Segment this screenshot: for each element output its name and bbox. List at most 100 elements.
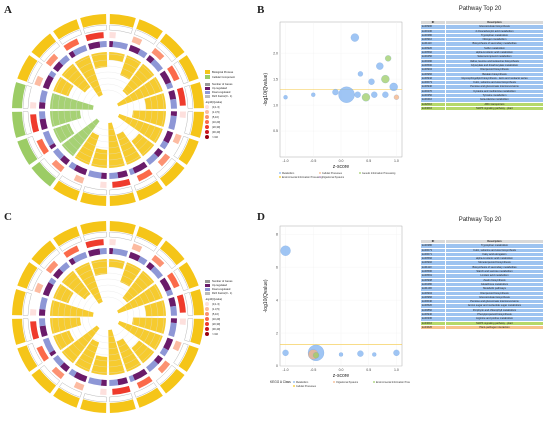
- rich-factor-bar: [117, 283, 163, 314]
- tick-ring-segment: [83, 231, 107, 241]
- category-ring-segment: [31, 33, 57, 59]
- legend-item: (20,30]: [205, 322, 250, 326]
- legend-label: >=40: [212, 135, 218, 139]
- data-point: [338, 352, 344, 357]
- grid-ring: [87, 89, 129, 131]
- category-ring-segment: [136, 226, 163, 247]
- legend-item: (1.3,5]: [205, 307, 250, 311]
- legend-label: Number of Genes: [212, 280, 233, 283]
- up-regulated-bar: [60, 362, 70, 372]
- table-cell-description: Tyrosine metabolism: [445, 93, 544, 99]
- category-ring-segment: [12, 289, 26, 316]
- rich-factor-bar: [53, 123, 75, 144]
- down-regulated-bar: [99, 41, 107, 48]
- tick-ring-segment: [59, 29, 82, 45]
- qvalue-legend-c: (0,1.3] (1.3,5] (5,10] (10,20] (20,30] (30,40…: [205, 302, 250, 336]
- tick-ring-segment: [40, 365, 60, 385]
- up-regulated-bar: [163, 130, 174, 144]
- table-cell-description: Biosynthesis of secondary metabolites: [445, 264, 544, 271]
- legend-label: Organismal Systems: [336, 381, 359, 384]
- category-ring-segment: [190, 289, 204, 316]
- down-regulated-bar: [87, 377, 102, 386]
- category-ring-segment: [178, 345, 199, 372]
- grid-ring: [51, 53, 165, 167]
- x-tick-label: -0.5: [310, 159, 316, 163]
- tick-ring-segment: [184, 318, 194, 342]
- up-regulated-bar: [39, 325, 48, 338]
- x-tick-label: 0.0: [339, 368, 344, 372]
- table-cell-description: Diterpenoid biosynthesis: [445, 67, 544, 73]
- rich-factor-bar: [117, 113, 163, 144]
- rich-factor-bar: [116, 131, 142, 165]
- category-ring-segment: [17, 345, 38, 372]
- legend-item: (10,20]: [205, 317, 250, 321]
- legend-label: Cellular Processes: [296, 385, 317, 388]
- rich-factor-bar: [53, 283, 74, 304]
- down-regulated-bar: [128, 168, 135, 176]
- tick-ring-segment: [173, 136, 189, 159]
- data-point: [338, 86, 355, 103]
- legend-item: (0,1.3]: [205, 302, 250, 306]
- category-ring-segment: [109, 399, 136, 413]
- tick-ring-segment: [83, 186, 107, 196]
- up-regulated-bar: [132, 161, 148, 174]
- up-regulated-bar: [109, 41, 114, 48]
- tick-ring-segment: [173, 268, 189, 291]
- legend-marker: [373, 381, 375, 383]
- tick-ring-segment: [22, 111, 32, 135]
- data-point: [350, 33, 359, 42]
- legend-item: Down-regulated: [205, 91, 250, 94]
- table-cell-id: ko04016: [420, 105, 446, 112]
- gene-count-bar: [172, 133, 182, 145]
- pathway-table-b: ID Description ko00900 Glucosinolate biosy…: [420, 19, 544, 112]
- up-regulated-bar: [117, 377, 129, 386]
- data-point: [393, 349, 400, 356]
- up-regulated-bar: [146, 55, 155, 64]
- legend-label: Biological Process: [212, 70, 234, 74]
- table-cell-description: Glucosinolate biosynthesis: [445, 294, 544, 301]
- gene-count-bar: [157, 360, 171, 374]
- scatter-plot-d: -1.0 -0.5 0.0 0.5 1.0 0 2 4 6 8 z-score -log10(Qval…: [263, 225, 410, 388]
- table-cell-description: MAPK signaling pathway - plant: [445, 105, 544, 112]
- down-regulated-bar: [53, 355, 65, 367]
- legend-label: Cellular Processes: [322, 172, 343, 175]
- rich-factor-bar: [91, 355, 108, 375]
- table-cell-description: Cutin, suberine and wax biosynthesis: [445, 80, 544, 86]
- tick-ring-segment: [134, 236, 157, 252]
- table-row: ko04016 MAPK signaling pathway - plant: [420, 105, 544, 112]
- rich-factor-bar: [74, 339, 100, 372]
- y-tick-label: 2.0: [273, 51, 278, 55]
- gene-count-bar: [131, 36, 143, 46]
- gene-count-bar: [85, 32, 104, 42]
- panel-label-b: B: [257, 4, 265, 16]
- rich-factor-bar: [108, 259, 125, 270]
- y-tick-label: 1.5: [273, 77, 278, 81]
- table-header-description: Description: [445, 19, 544, 26]
- tick-ring-segment: [134, 382, 157, 398]
- up-regulated-bar: [153, 355, 163, 365]
- table-cell-description: 2-Oxocarboxylic acid metabolism: [445, 28, 544, 34]
- rich-factor-bar: [91, 52, 108, 69]
- grid-ring: [57, 59, 159, 161]
- tick-ring-segment: [22, 85, 32, 109]
- up-regulated-bar: [128, 44, 141, 55]
- data-point: [354, 91, 361, 98]
- x-tick-label: 0.5: [366, 368, 371, 372]
- legend-label: (0,1.3]: [212, 105, 220, 109]
- down-regulated-bar: [165, 82, 174, 90]
- y-tick-label: 2: [276, 331, 278, 335]
- up-regulated-bar: [168, 296, 177, 307]
- tick-ring-segment: [134, 29, 157, 45]
- table-row: ko00330 Arginine and proline metabolism: [420, 316, 544, 322]
- table-cell-description: alpha-Linolenic acid metabolism: [445, 256, 544, 262]
- table-cell-id: ko04626: [420, 324, 446, 331]
- table-b-title: Pathway Top 20: [458, 6, 502, 12]
- table-cell-description: Starch and sucrose metabolism: [445, 269, 544, 275]
- down-regulated-bar: [146, 360, 159, 372]
- legend-label: Up-regulated: [212, 284, 227, 287]
- gene-count-bar: [34, 282, 44, 294]
- down-regulated-bar: [48, 70, 57, 79]
- category-ring-segment: [136, 180, 163, 201]
- category-ring-segment: [31, 368, 57, 394]
- legend-label: Down-regulated: [212, 91, 231, 94]
